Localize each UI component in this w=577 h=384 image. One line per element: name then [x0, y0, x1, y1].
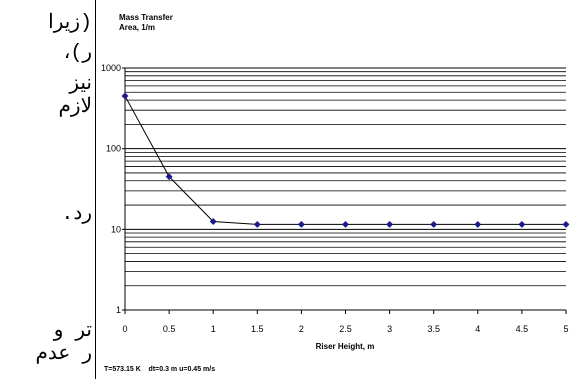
data-point	[518, 220, 526, 228]
x-tick-label: 2	[299, 324, 304, 334]
x-axis-label: Riser Height, m	[316, 342, 375, 351]
data-point	[386, 220, 394, 228]
background-text-line-7: ر عدم	[35, 343, 92, 366]
y-tick-label: 1	[116, 305, 121, 315]
x-tick-label: 2.5	[339, 324, 352, 334]
ticks: 1 10 100 1000 0 0.5 1 1.5 2 2.5 3 3.5 4 4.5 5	[101, 63, 569, 334]
x-tick-label: 1.5	[251, 324, 264, 334]
x-tick-label: 0.5	[163, 324, 176, 334]
data-point	[209, 217, 217, 226]
x-tick-label: 3	[387, 324, 392, 334]
background-text-line-3: نیز	[69, 73, 92, 96]
background-text-line-5: رد.	[61, 203, 92, 226]
x-tick-label: 4.5	[516, 324, 529, 334]
x-tick-label: 1	[211, 324, 216, 334]
axes	[124, 68, 566, 311]
y-tick-label: 1000	[101, 63, 121, 73]
x-tick-label: 3.5	[427, 324, 440, 334]
data-point	[121, 92, 129, 100]
data-point	[341, 220, 350, 228]
y-tick-label: 10	[111, 224, 121, 234]
background-text-line-6: تر و	[53, 320, 92, 343]
chart-frame: Mass Transfer Area, 1/m 1 10 100 1000 0 0.5 1 1…	[95, 0, 577, 379]
x-tick-label: 4	[475, 324, 480, 334]
data-point	[562, 220, 570, 228]
y-tick-label: 100	[106, 144, 121, 154]
background-text-line-2: ر)،	[63, 42, 92, 65]
background-text-line-1: (زیرا	[48, 12, 92, 35]
data-point	[297, 220, 305, 228]
x-tick-label: 0	[122, 324, 127, 334]
data-point	[430, 220, 438, 228]
data-point	[253, 220, 261, 228]
data-point	[474, 220, 482, 228]
data-point	[165, 173, 173, 181]
chart-title: Mass Transfer	[119, 13, 173, 22]
series	[121, 92, 570, 228]
x-tick-label: 5	[563, 324, 568, 334]
chart-subtitle: Area, 1/m	[119, 23, 155, 32]
grid	[125, 67, 566, 287]
chart-annotation: T=573.15 K dt=0.3 m u=0.45 m/s	[104, 366, 215, 373]
background-text-line-4: لازم	[58, 96, 92, 119]
